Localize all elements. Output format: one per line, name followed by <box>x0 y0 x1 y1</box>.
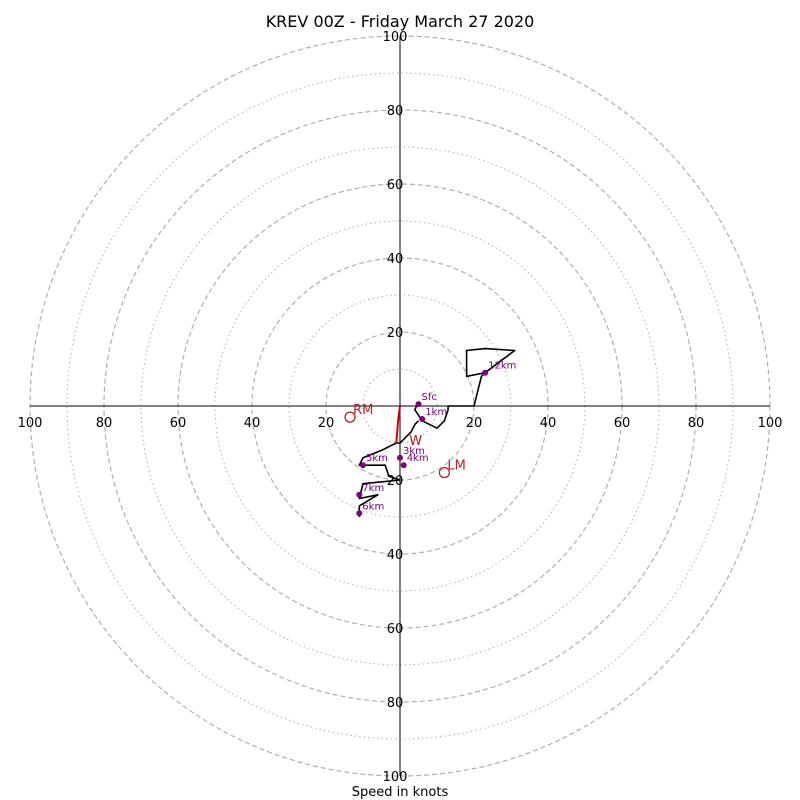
y-tick-label: 100 <box>383 30 408 45</box>
height-label-1km: 1km <box>425 407 447 418</box>
height-marker-6km <box>356 510 363 517</box>
x-tick-label: 80 <box>688 416 705 431</box>
hodograph-series <box>358 347 516 517</box>
storm-motion-rm-label: RM <box>353 403 373 418</box>
x-tick-label: 20 <box>466 416 483 431</box>
mean-wind-label: W <box>409 434 422 449</box>
height-label-4km: 4km <box>407 453 429 464</box>
height-marker-4km <box>400 462 407 469</box>
y-tick-label: 80 <box>387 104 404 119</box>
x-tick-label: 60 <box>170 416 187 431</box>
y-tick-label: 40 <box>387 548 404 563</box>
height-marker-7km <box>356 491 363 498</box>
height-label-sfc: Sfc <box>422 392 437 403</box>
height-marker-1km <box>419 415 426 422</box>
tick-labels: 2020202040404040606060608080808010010010… <box>18 30 783 785</box>
y-tick-label: 60 <box>387 622 404 637</box>
shear-vector-line <box>395 405 401 444</box>
storm-motion-lm-label: LM <box>447 459 465 474</box>
hodograph-line-upper <box>413 347 516 430</box>
height-marker-sfc <box>415 401 422 408</box>
y-tick-label: 60 <box>387 178 404 193</box>
height-label-7km: 7km <box>362 483 384 494</box>
x-tick-label: 100 <box>758 416 783 431</box>
y-tick-label: 80 <box>387 696 404 711</box>
chart-title: KREV 00Z - Friday March 27 2020 <box>266 12 535 31</box>
storm-motion-rm-marker <box>344 411 356 423</box>
y-tick-label: 40 <box>387 252 404 267</box>
y-tick-label: 20 <box>387 326 404 341</box>
height-marker-3km <box>397 454 403 461</box>
height-marker-12km <box>482 369 489 376</box>
x-tick-label: 40 <box>244 416 261 431</box>
height-label-3km: 3km <box>403 446 425 457</box>
storm-motion-markers: RM LM W <box>344 403 466 479</box>
height-label-6km: 6km <box>362 501 384 512</box>
x-tick-label: 40 <box>540 416 557 431</box>
storm-motion-lm-marker <box>438 466 451 479</box>
x-axis-label: Speed in knots <box>352 785 449 800</box>
x-tick-label: 20 <box>318 416 335 431</box>
x-tick-label: 100 <box>18 416 43 431</box>
height-marker-5km <box>360 462 366 469</box>
x-tick-label: 60 <box>614 416 631 431</box>
x-tick-label: 80 <box>96 416 113 431</box>
height-label-12km: 12km <box>488 361 516 372</box>
y-tick-label: 100 <box>383 770 408 785</box>
hodograph-line-lower <box>358 420 420 517</box>
height-label-5km: 5km <box>366 453 388 464</box>
